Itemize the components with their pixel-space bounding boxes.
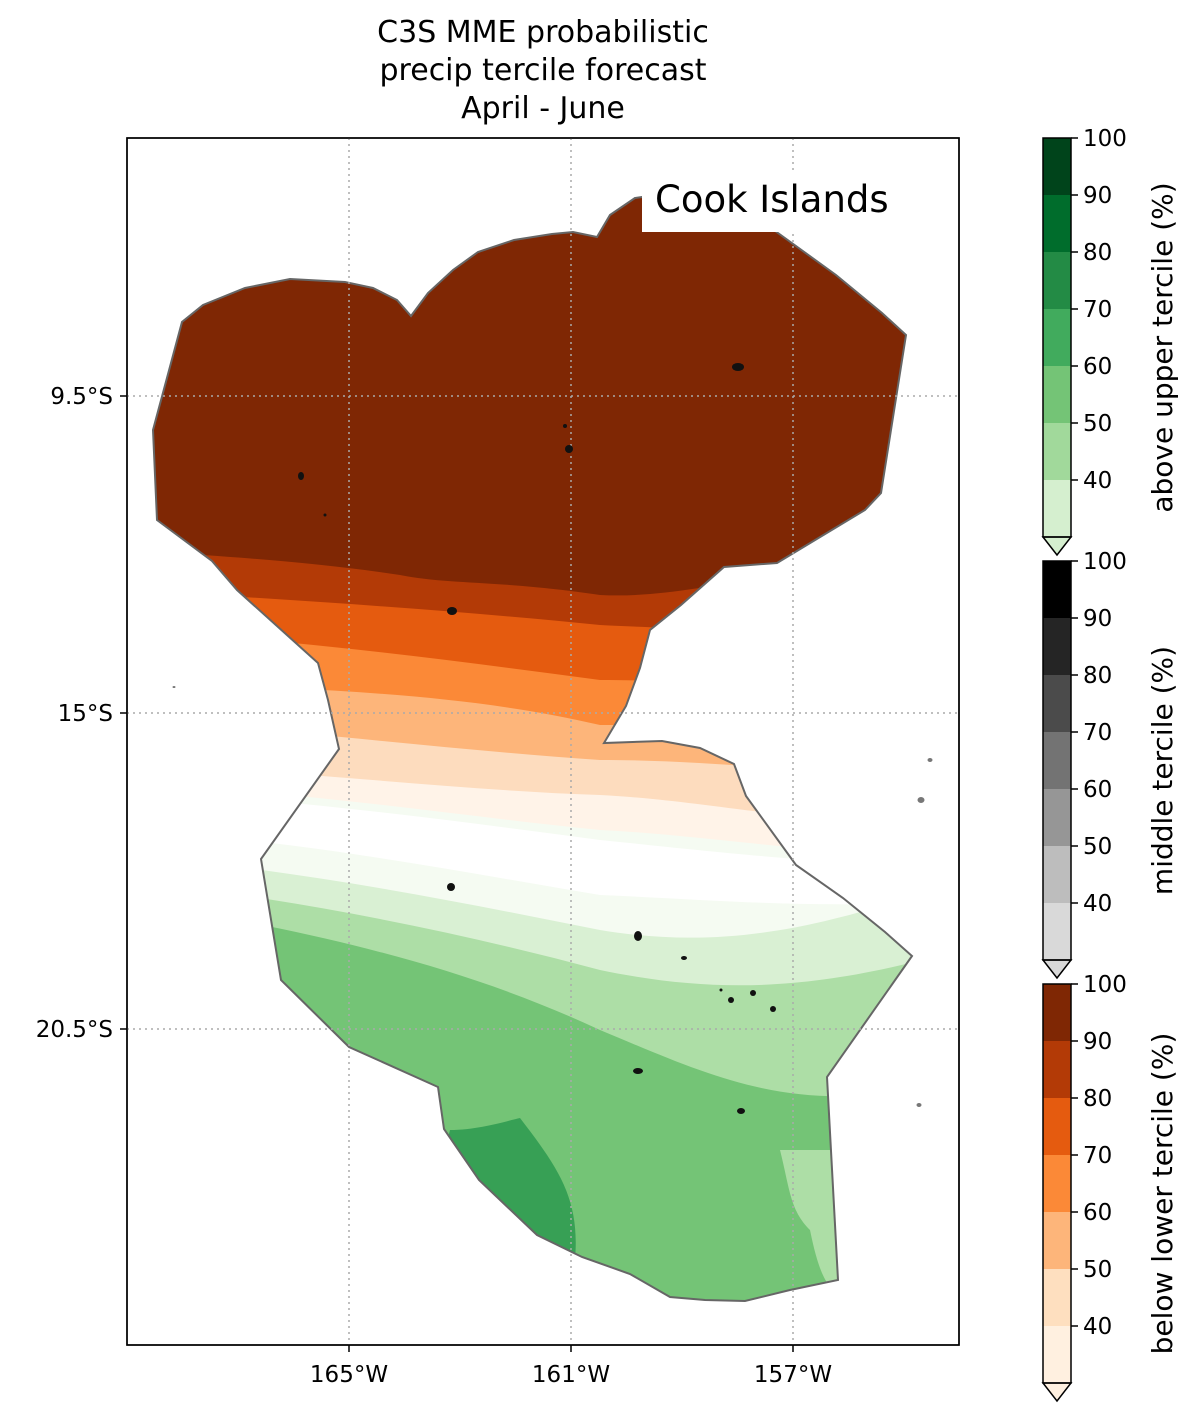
colorbar-tick-label: 60 (1083, 354, 1112, 380)
island-pukapuka (298, 472, 304, 480)
colorbar-tick-label: 50 (1083, 834, 1112, 860)
colorbar-tick-label: 90 (1083, 1029, 1112, 1055)
colorbar-tick-label: 100 (1083, 126, 1127, 152)
colorbar-segment (1043, 561, 1071, 618)
colorbar-2: 100 90 80 70 60 50 40 middle tercile (%) (1041, 549, 1179, 980)
map-frame-border (126, 137, 960, 1346)
chart-title: C3S MME probabilistic precip tercile for… (126, 14, 960, 128)
gridlines (127, 138, 959, 1345)
island-mangaia (737, 1108, 745, 1114)
x-tick-label: 165°W (310, 1362, 388, 1388)
colorbar-tick-label: 80 (1083, 1086, 1112, 1112)
title-line-1: C3S MME probabilistic (377, 15, 709, 50)
island-manihiki (565, 445, 573, 453)
colorbar-segment (1043, 1269, 1071, 1326)
colorbar-label: middle tercile (%) (1146, 646, 1179, 895)
island-penrhyn (732, 363, 744, 371)
colorbar-tick-label: 40 (1083, 891, 1112, 917)
colorbar-tick-label: 50 (1083, 1257, 1112, 1283)
colorbar-tick-label: 100 (1083, 549, 1127, 575)
title-line-3: April - June (461, 91, 625, 126)
island-aitutaki (634, 931, 642, 941)
island-mauke (770, 1006, 776, 1012)
colorbar-label: above upper tercile (%) (1146, 182, 1179, 512)
outside-islands (172, 686, 933, 1107)
island-atiu (728, 997, 734, 1003)
colorbar-segment (1043, 423, 1071, 480)
colorbar-tick-label: 70 (1083, 1143, 1112, 1169)
colorbar-extend-arrow (1041, 959, 1073, 980)
colorbar-tick-label: 60 (1083, 1200, 1112, 1226)
island-palmerston (447, 883, 455, 891)
colorbar-segment (1043, 618, 1071, 675)
y-tick-label: 15°S (58, 701, 113, 727)
island-takutea (719, 988, 723, 992)
colorbar-segment (1043, 138, 1071, 195)
colorbar-segment (1043, 366, 1071, 423)
colorbar-segment (1043, 675, 1071, 732)
colorbar-extend-arrow (1041, 536, 1073, 557)
colorbar-segment (1043, 984, 1071, 1041)
y-tick-label: 20.5°S (36, 1017, 113, 1043)
colorbar-segment (1043, 1041, 1071, 1098)
colorbar-segment (1043, 846, 1071, 903)
colorbar-tick-label: 80 (1083, 240, 1112, 266)
colorbar-tick-label: 40 (1083, 1314, 1112, 1340)
y-tick-labels: 9.5°S 15°S 20.5°S (36, 384, 113, 1043)
colorbar-tick-label: 60 (1083, 777, 1112, 803)
island-rakahanga (563, 424, 567, 428)
island-manuae (681, 956, 687, 960)
island-rarotonga (633, 1068, 643, 1074)
colorbar-tick-label: 70 (1083, 297, 1112, 323)
colorbar-segment (1043, 480, 1071, 537)
colorbar-outline (1042, 983, 1072, 1384)
x-tick-label: 161°W (532, 1362, 610, 1388)
colorbar-segment (1043, 195, 1071, 252)
colorbar-segment (1043, 1155, 1071, 1212)
colorbar-segment (1043, 1212, 1071, 1269)
region-label-bg (642, 170, 930, 232)
colorbar-segment (1043, 732, 1071, 789)
title-line-2: precip tercile forecast (379, 53, 707, 88)
colorbar-outline (1042, 560, 1072, 961)
x-tick-label: 157°W (754, 1362, 832, 1388)
colorbar-tick-label: 40 (1083, 468, 1112, 494)
axis-ticks (120, 395, 794, 1352)
islands (298, 363, 776, 1114)
island-nassau (323, 513, 327, 517)
region-label: Cook Islands (655, 178, 889, 221)
colorbar-tick-label: 50 (1083, 411, 1112, 437)
colorbar-3: 100 90 80 70 60 50 40 below lower tercile (%) (1041, 972, 1179, 1403)
colorbar-tick-label: 80 (1083, 663, 1112, 689)
colorbar-tick-label: 90 (1083, 183, 1112, 209)
y-tick-label: 9.5°S (50, 384, 113, 410)
x-tick-labels: 165°W 161°W 157°W (310, 1362, 832, 1388)
colorbar-extend-arrow (1041, 1382, 1073, 1403)
colorbar-label: below lower tercile (%) (1146, 1033, 1179, 1355)
colorbar-segment (1043, 789, 1071, 846)
colorbar-1: 100 90 80 70 60 50 40 above upper tercile (%) (1041, 126, 1179, 557)
colorbar-segment (1043, 1098, 1071, 1155)
colorbar-outline (1042, 137, 1072, 538)
colorbar-segment (1043, 1326, 1071, 1383)
island-suwarrow (447, 607, 457, 615)
colorbar-segment (1043, 903, 1071, 960)
colorbar-segment (1043, 252, 1071, 309)
island-mitiaro (750, 990, 756, 996)
colorbar-tick-label: 90 (1083, 606, 1112, 632)
colorbar-segment (1043, 309, 1071, 366)
colorbar-tick-label: 70 (1083, 720, 1112, 746)
eez-boundary (151, 191, 914, 1303)
colorbar-tick-label: 100 (1083, 972, 1127, 998)
